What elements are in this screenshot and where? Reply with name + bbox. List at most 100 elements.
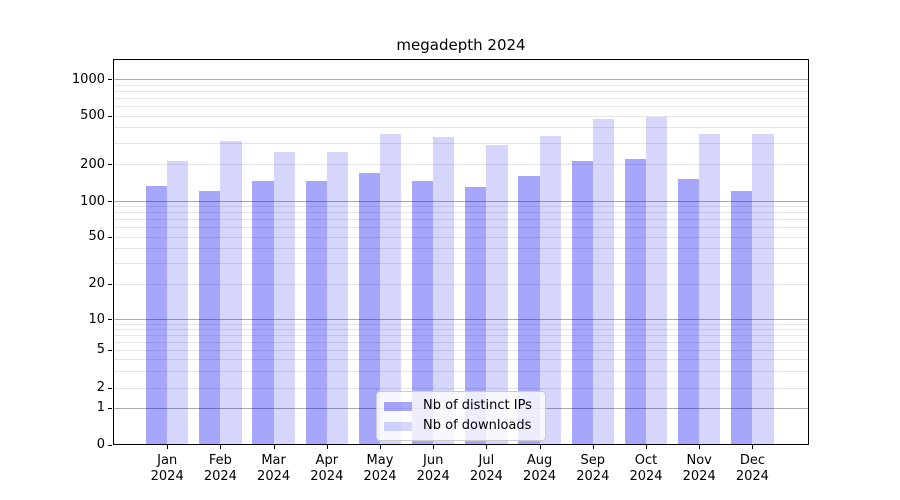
x-tick-label-dec: Dec 2024 — [735, 453, 769, 484]
x-tick-label-jul: Jul 2024 — [469, 453, 503, 484]
y-tick-mark-1000 — [108, 79, 112, 80]
chart-title: megadepth 2024 — [396, 36, 526, 54]
y-tick-mark-200 — [108, 164, 112, 165]
bar-distinct-ips-jan — [145, 185, 168, 445]
y-tick-mark-10 — [108, 319, 112, 320]
gridline-minor-6 — [113, 341, 809, 343]
x-tick-label-may: May 2024 — [363, 453, 397, 484]
bar-distinct-ips-nov — [677, 179, 700, 445]
gridline-major-1000 — [113, 79, 809, 80]
legend-item-downloads: Nb of downloads — [384, 418, 537, 434]
x-tick-label-apr: Apr 2024 — [310, 453, 344, 484]
x-tick-mark-jul — [486, 445, 488, 449]
bar-downloads-nov — [699, 134, 721, 445]
bar-downloads-oct — [646, 116, 668, 445]
plot-area: Nb of distinct IPs Nb of downloads — [113, 59, 809, 445]
bar-distinct-ips-dec — [731, 190, 753, 445]
y-tick-label-10: 10 — [88, 311, 105, 327]
gridline-minor-500 — [113, 115, 809, 117]
x-tick-mark-mar — [273, 445, 275, 449]
y-tick-mark-1 — [108, 407, 112, 409]
bar-distinct-ips-apr — [305, 181, 327, 445]
x-tick-mark-sep — [592, 445, 594, 449]
gridline-minor-8 — [113, 328, 809, 330]
y-tick-label-2: 2 — [96, 380, 105, 395]
x-tick-mark-jun — [433, 445, 435, 449]
y-tick-label-100: 100 — [80, 193, 105, 209]
bar-downloads-feb — [220, 140, 242, 445]
x-tick-label-jun: Jun 2024 — [416, 453, 450, 484]
gridline-minor-300 — [113, 142, 809, 144]
x-tick-mark-apr — [326, 445, 328, 449]
x-tick-mark-jan — [167, 445, 169, 449]
gridline-minor-30 — [113, 262, 809, 264]
legend-label-distinct-ips: Nb of distinct IPs — [423, 398, 532, 413]
x-tick-label-oct: Oct 2024 — [629, 453, 663, 484]
bar-distinct-ips-feb — [199, 191, 221, 445]
legend-label-downloads: Nb of downloads — [423, 418, 532, 433]
bar-distinct-ips-jul — [465, 187, 487, 445]
bar-downloads-jul — [486, 144, 508, 445]
gridline-minor-20 — [113, 283, 809, 285]
bar-downloads-may — [380, 134, 402, 445]
gridline-minor-80 — [113, 212, 809, 214]
bar-downloads-dec — [752, 133, 774, 445]
gridline-minor-600 — [113, 105, 809, 107]
y-tick-mark-0 — [108, 444, 112, 446]
legend-swatch-distinct-ips-icon — [384, 401, 412, 411]
gridline-minor-400 — [113, 127, 809, 129]
y-tick-mark-50 — [108, 236, 112, 238]
y-tick-mark-5 — [108, 349, 112, 351]
x-tick-mark-aug — [539, 445, 541, 449]
gridline-minor-800 — [113, 90, 809, 92]
gridline-major-100 — [113, 201, 809, 202]
y-tick-mark-100 — [108, 201, 112, 202]
legend-item-distinct-ips: Nb of distinct IPs — [384, 398, 537, 414]
gridline-major-10 — [113, 319, 809, 320]
bar-distinct-ips-may — [358, 173, 380, 445]
bar-downloads-mar — [273, 152, 295, 445]
x-tick-mark-may — [380, 445, 381, 449]
y-tick-label-50: 50 — [88, 229, 105, 244]
y-tick-label-1: 1 — [96, 400, 105, 415]
bar-distinct-ips-jun — [411, 180, 434, 445]
y-tick-mark-500 — [108, 115, 112, 117]
y-tick-mark-2 — [108, 387, 112, 389]
gridline-minor-3 — [113, 370, 809, 372]
bar-downloads-apr — [326, 151, 349, 445]
x-tick-label-feb: Feb 2024 — [203, 453, 237, 484]
y-tick-label-5: 5 — [96, 342, 105, 357]
gridline-minor-7 — [113, 334, 809, 336]
y-tick-label-1000: 1000 — [71, 71, 105, 87]
gridline-minor-70 — [113, 219, 809, 221]
gridline-minor-40 — [113, 247, 809, 249]
x-tick-label-jan: Jan 2024 — [150, 453, 184, 484]
bar-downloads-aug — [539, 135, 561, 445]
bar-distinct-ips-aug — [518, 176, 540, 445]
y-tick-label-20: 20 — [88, 276, 105, 291]
gridline-minor-200 — [113, 164, 809, 165]
gridline-minor-900 — [113, 84, 809, 86]
x-tick-mark-feb — [220, 445, 222, 449]
bar-distinct-ips-oct — [624, 159, 646, 445]
y-tick-label-0: 0 — [96, 437, 105, 452]
x-tick-mark-nov — [699, 445, 701, 449]
gridline-minor-2 — [113, 387, 809, 389]
x-tick-label-aug: Aug 2024 — [523, 453, 557, 484]
gridline-minor-700 — [113, 97, 809, 99]
x-tick-mark-oct — [646, 445, 647, 449]
gridline-minor-5 — [113, 349, 809, 351]
gridline-minor-50 — [113, 236, 809, 238]
legend: Nb of distinct IPs Nb of downloads — [376, 391, 546, 441]
bar-distinct-ips-sep — [571, 160, 593, 445]
y-tick-label-500: 500 — [80, 108, 105, 123]
gridline-minor-4 — [113, 358, 809, 360]
x-tick-mark-dec — [752, 445, 754, 449]
gridline-minor-9 — [113, 323, 809, 325]
bar-downloads-jan — [167, 161, 189, 445]
x-tick-label-mar: Mar 2024 — [257, 453, 291, 484]
x-tick-label-nov: Nov 2024 — [682, 453, 716, 484]
bar-downloads-jun — [433, 137, 455, 445]
y-tick-mark-20 — [108, 283, 112, 285]
